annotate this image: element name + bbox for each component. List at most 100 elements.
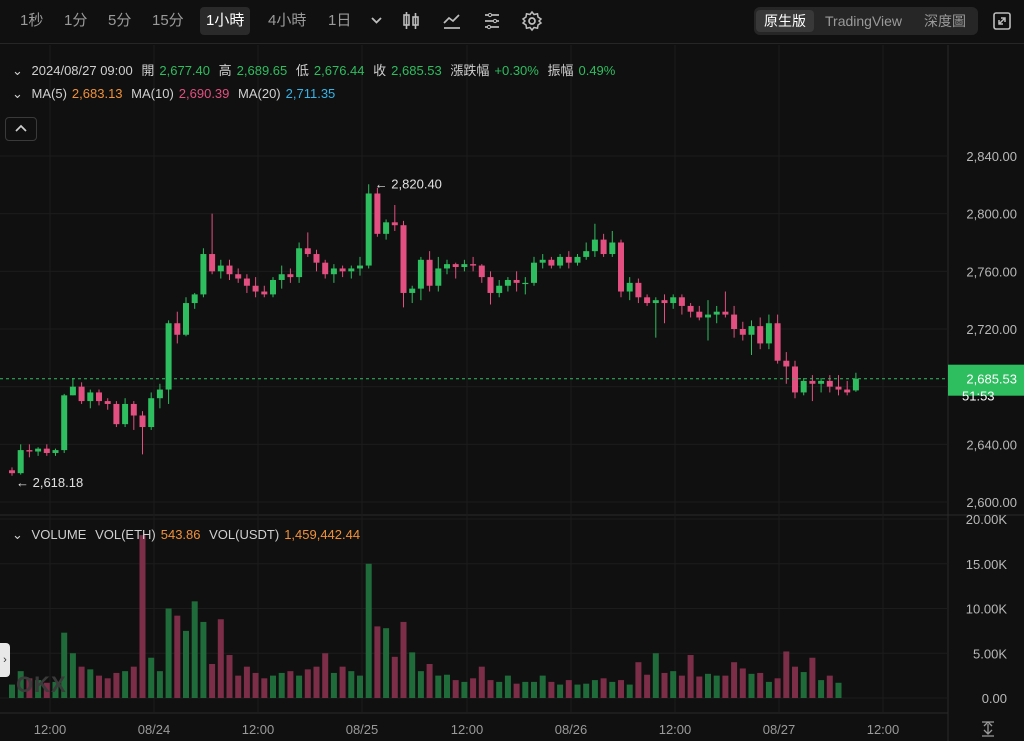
volume-bar	[26, 678, 33, 698]
volume-bar	[87, 669, 94, 698]
toolbar: 1秒 1分 5分 15分 1小時 4小時 1日 原生版 TradingView 深度圖	[0, 0, 1024, 44]
candle-body	[687, 305, 694, 312]
open-label: 開	[141, 63, 155, 78]
volume-bar	[496, 681, 503, 698]
time-tick-label: 12:00	[867, 722, 900, 737]
drawing-tools-icon[interactable]	[479, 8, 505, 34]
volume-bar	[209, 663, 216, 698]
candle-body	[87, 392, 94, 402]
timeframe-3[interactable]: 15分	[152, 12, 184, 29]
candle-body	[739, 329, 746, 335]
candle-body	[635, 282, 642, 298]
volume-bar	[330, 672, 337, 698]
candle-body	[435, 268, 442, 286]
candle-body	[417, 259, 424, 289]
fullscreen-icon[interactable]	[989, 8, 1015, 34]
timeframe-0[interactable]: 1秒	[20, 12, 44, 29]
candle-body	[209, 254, 216, 272]
time-tick-label: 12:00	[242, 722, 275, 737]
low-label: 低	[295, 63, 309, 78]
candle-body	[792, 366, 798, 393]
time-tick-label: 12:00	[659, 722, 692, 737]
candle-body	[705, 314, 711, 318]
candle-body	[191, 294, 198, 304]
candle-type-icon[interactable]	[399, 8, 425, 34]
candle-body	[322, 262, 329, 275]
volume-bar	[139, 535, 146, 698]
volume-bar	[739, 668, 746, 698]
volume-bar	[452, 680, 459, 698]
volume-bar	[200, 621, 207, 698]
candle-body	[826, 380, 833, 387]
volume-bar	[635, 662, 642, 698]
volume-bar	[591, 680, 598, 698]
volume-tick-label: 10.00K	[966, 602, 1008, 617]
candle-body	[174, 323, 181, 335]
candle-body	[35, 448, 42, 452]
timeframe-5[interactable]: 4小時	[268, 12, 307, 29]
volume-bar	[104, 678, 111, 698]
candle-body	[765, 323, 772, 344]
view-native-button[interactable]: 原生版	[756, 10, 814, 32]
chevron-down-icon[interactable]: ⌄	[12, 527, 23, 542]
volume-bar	[539, 675, 546, 698]
okx-watermark: OKX	[16, 672, 67, 697]
volume-bar	[826, 675, 833, 698]
volume-bar	[531, 681, 537, 698]
price-tick-label: 2,840.00	[966, 149, 1017, 164]
candle-body	[391, 222, 398, 226]
candle-body	[809, 380, 816, 384]
volume-bar	[792, 666, 798, 698]
candle-body	[287, 274, 294, 278]
indicator-icon[interactable]	[439, 8, 465, 34]
volume-bar	[409, 652, 416, 698]
candle-body	[539, 259, 546, 263]
candle-body	[409, 288, 416, 293]
view-tradingview-button[interactable]: TradingView	[825, 13, 903, 29]
chevron-right-icon[interactable]: ›	[0, 643, 10, 677]
candle-body	[504, 279, 511, 286]
candle-body	[9, 470, 15, 474]
change-value: +0.30%	[494, 63, 539, 78]
timeframe-4[interactable]: 1小時	[200, 7, 251, 35]
volume-bar	[557, 684, 564, 698]
volume-bar	[687, 655, 694, 698]
candle-body	[261, 291, 268, 295]
candle-body	[731, 314, 738, 329]
ma20-value: 2,711.35	[285, 86, 336, 101]
timeframe-6[interactable]: 1日	[328, 12, 352, 29]
chevron-down-icon[interactable]: ⌄	[12, 86, 23, 101]
candle-body	[513, 279, 520, 283]
close-value: 2,685.53	[391, 63, 442, 78]
timeframe-2[interactable]: 5分	[108, 12, 132, 29]
candle-body	[78, 386, 85, 402]
volume-bar	[113, 672, 120, 698]
volume-bar	[278, 672, 285, 698]
volume-bar	[548, 681, 555, 698]
candle-body	[226, 265, 233, 275]
volume-bar	[69, 653, 76, 698]
candle-body	[487, 277, 494, 293]
candle-body	[470, 264, 477, 266]
candle-body	[52, 450, 59, 453]
candle-body	[43, 448, 50, 453]
volume-bar	[61, 632, 68, 698]
volume-bar	[243, 666, 250, 698]
candle-body	[818, 380, 825, 384]
chevron-down-icon[interactable]: ⌄	[12, 63, 23, 78]
volume-bar	[574, 684, 581, 698]
volume-bar	[43, 682, 50, 698]
volume-bar	[818, 680, 825, 698]
collapse-legend-button[interactable]	[5, 117, 37, 141]
chevron-down-icon[interactable]	[366, 8, 392, 34]
volume-bar	[357, 675, 363, 698]
candle-body	[565, 256, 572, 263]
settings-icon[interactable]	[519, 8, 545, 34]
volume-bar	[705, 673, 711, 698]
timeframe-1[interactable]: 1分	[64, 12, 88, 29]
ma5-label: MA(5)	[31, 86, 67, 101]
candle-body	[69, 386, 76, 396]
candle-body	[557, 256, 564, 266]
view-depth-button[interactable]: 深度圖	[924, 13, 966, 29]
